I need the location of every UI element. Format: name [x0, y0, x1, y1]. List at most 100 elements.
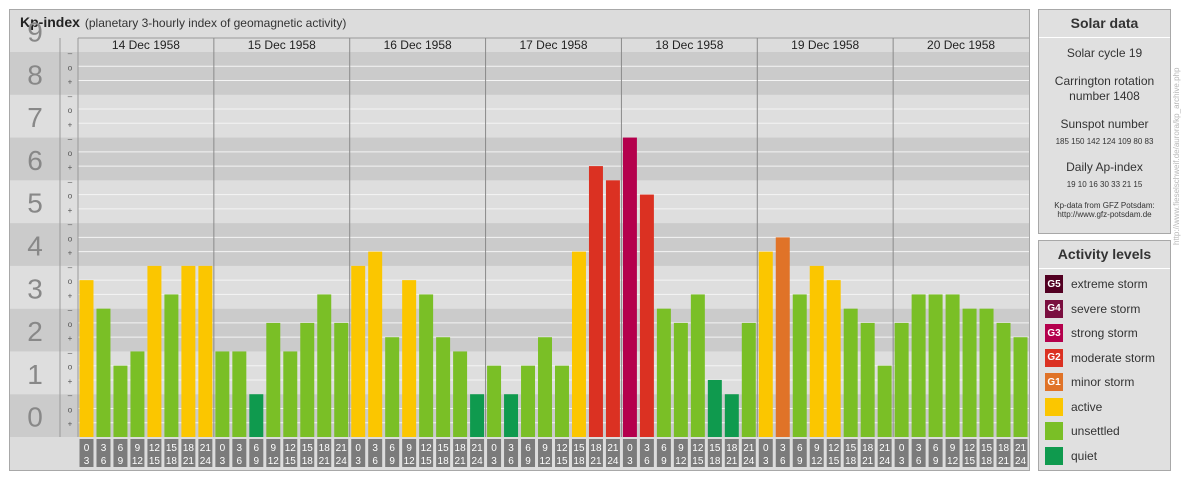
chart-title: Kp-index (planetary 3-hourly index of geo…	[20, 14, 346, 32]
time-slot-box	[860, 439, 875, 467]
time-slot-box	[215, 439, 230, 467]
daily-ap-title: Daily Ap-index	[1066, 160, 1143, 174]
time-slot-end: 15	[285, 456, 297, 467]
time-slot-end: 9	[661, 456, 667, 467]
y-minor-tick-label: o	[68, 149, 73, 158]
legend-item-quiet: quiet	[1045, 446, 1097, 465]
time-slot-start: 9	[950, 443, 956, 454]
kp-bar	[232, 351, 247, 437]
y-minor-tick-label: o	[68, 234, 73, 243]
time-slot-end: 9	[933, 456, 939, 467]
kp-bar	[249, 394, 264, 437]
time-slot-start: 9	[542, 443, 548, 454]
time-slot-end: 15	[964, 456, 976, 467]
kp-band-4	[10, 223, 1029, 266]
chart-title-text: Kp-index	[20, 14, 80, 30]
time-slot-box	[283, 439, 298, 467]
y-minor-tick-label: o	[68, 320, 73, 329]
time-slot-end: 15	[421, 456, 433, 467]
y-minor-tick-label: o	[68, 192, 73, 201]
time-slot-start: 6	[797, 443, 803, 454]
y-tick-label: 9	[27, 17, 43, 48]
kp-bar	[266, 322, 281, 437]
time-slot-box	[334, 439, 349, 467]
time-slot-box	[113, 439, 128, 467]
time-slot-start: 3	[101, 443, 107, 454]
time-slot-start: 0	[491, 443, 497, 454]
kp-bar	[639, 194, 654, 437]
sunspot-number-values: 185 150 142 124 109 80 83	[1055, 137, 1154, 146]
y-minor-tick-label: o	[68, 277, 73, 286]
kp-bar	[843, 308, 858, 437]
time-slot-box	[470, 439, 485, 467]
kp-bar	[436, 337, 451, 437]
time-slot-end: 24	[879, 456, 891, 467]
y-minor-tick-label: +	[68, 120, 73, 129]
time-slot-start: 3	[372, 443, 378, 454]
kp-bar	[656, 308, 671, 437]
time-slot-start: 0	[627, 443, 633, 454]
chart-subtitle: (planetary 3-hourly index of geomagnetic…	[84, 16, 347, 30]
y-minor-tick-label: –	[68, 135, 73, 144]
solar-cycle: Solar cycle 19	[1066, 46, 1143, 60]
kp-bar	[758, 251, 773, 437]
time-slot-end: 18	[709, 456, 721, 467]
time-slot-start: 15	[166, 443, 178, 454]
time-slot-box	[792, 439, 807, 467]
time-slot-end: 24	[200, 456, 212, 467]
legend-item-g2: G2 moderate storm	[1045, 348, 1155, 367]
source-url-watermark: http://www.fieselschweif.de/aurora/kp_ar…	[1172, 67, 1181, 245]
time-slot-box	[436, 439, 451, 467]
time-slot-start: 12	[556, 443, 568, 454]
time-slot-box	[402, 439, 417, 467]
kp-bar	[877, 365, 892, 437]
time-slot-start: 6	[661, 443, 667, 454]
time-slot-start: 6	[525, 443, 531, 454]
kp-bar	[911, 294, 926, 437]
time-slot-end: 6	[916, 456, 922, 467]
legend-swatch-g4: G4	[1045, 299, 1063, 318]
time-slot-start: 21	[607, 443, 619, 454]
time-slot-box	[894, 439, 909, 467]
time-slot-box	[385, 439, 400, 467]
time-slot-start: 9	[135, 443, 141, 454]
kp-bar	[894, 322, 909, 437]
time-slot-start: 21	[472, 443, 484, 454]
day-label: 19 Dec 1958	[791, 38, 859, 52]
time-slot-end: 15	[692, 456, 704, 467]
solar-data-panel: Solar data Solar cycle 19 Carrington rot…	[1038, 9, 1171, 234]
y-minor-tick-label: o	[68, 363, 73, 372]
time-slot-start: 9	[678, 443, 684, 454]
time-slot-end: 6	[372, 456, 378, 467]
time-slot-end: 21	[726, 456, 738, 467]
kp-bar	[826, 280, 841, 437]
kp-band-2	[10, 308, 1029, 352]
kp-bar	[317, 294, 332, 437]
time-slot-box	[962, 439, 977, 467]
time-slot-box	[826, 439, 841, 467]
kp-bar	[164, 294, 179, 437]
carrington-rotation-line2: number 1408	[1069, 89, 1140, 103]
time-slot-end: 18	[981, 456, 993, 467]
kp-band-8	[10, 52, 1029, 95]
kp-bar	[300, 322, 315, 437]
kp-bar	[775, 237, 790, 437]
time-slot-start: 3	[916, 443, 922, 454]
time-slot-end: 24	[743, 456, 755, 467]
time-slot-start: 12	[964, 443, 976, 454]
day-label: 18 Dec 1958	[655, 38, 723, 52]
time-slot-start: 15	[573, 443, 585, 454]
time-slot-box	[504, 439, 519, 467]
time-slot-box	[775, 439, 790, 467]
data-source-line2[interactable]: http://www.gfz-potsdam.de	[1057, 210, 1152, 219]
time-slot-end: 15	[828, 456, 840, 467]
y-minor-tick-label: –	[68, 348, 73, 357]
time-slot-start: 18	[590, 443, 602, 454]
time-slot-end: 21	[998, 456, 1010, 467]
time-slot-end: 18	[573, 456, 585, 467]
time-slot-box	[656, 439, 671, 467]
legend-item-g5: G5 extreme storm	[1045, 275, 1148, 293]
y-minor-tick-label: +	[68, 78, 73, 87]
y-minor-tick-label: +	[68, 420, 73, 429]
time-slot-box	[673, 439, 688, 467]
